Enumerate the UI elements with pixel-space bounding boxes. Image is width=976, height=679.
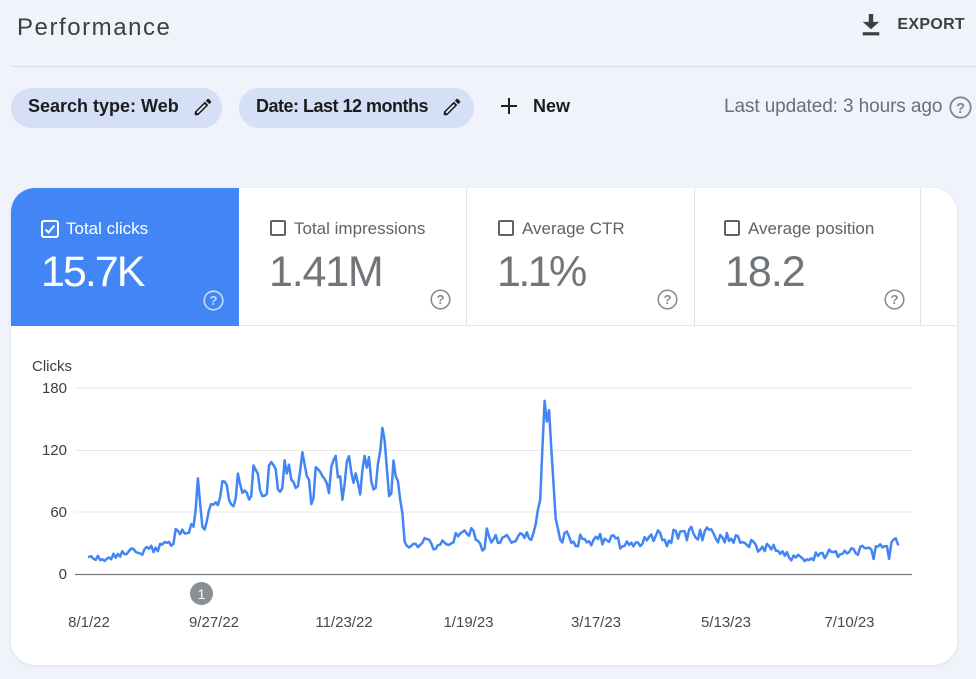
svg-text:?: ? xyxy=(209,293,217,308)
svg-text:Clicks: Clicks xyxy=(32,358,72,375)
svg-text:5/13/23: 5/13/23 xyxy=(701,614,751,631)
svg-text:60: 60 xyxy=(50,504,67,521)
svg-text:0: 0 xyxy=(59,566,67,583)
svg-text:?: ? xyxy=(663,292,671,307)
svg-text:?: ? xyxy=(956,100,965,116)
svg-text:180: 180 xyxy=(42,380,67,397)
svg-text:11/23/22: 11/23/22 xyxy=(315,614,372,631)
svg-text:9/27/22: 9/27/22 xyxy=(189,614,239,631)
svg-text:?: ? xyxy=(436,292,444,307)
svg-text:1/19/23: 1/19/23 xyxy=(443,614,493,631)
svg-text:7/10/23: 7/10/23 xyxy=(824,614,874,631)
svg-text:1: 1 xyxy=(198,586,206,602)
svg-text:120: 120 xyxy=(42,442,67,459)
svg-text:3/17/23: 3/17/23 xyxy=(571,614,621,631)
svg-text:8/1/22: 8/1/22 xyxy=(68,614,110,631)
svg-text:?: ? xyxy=(890,292,898,307)
